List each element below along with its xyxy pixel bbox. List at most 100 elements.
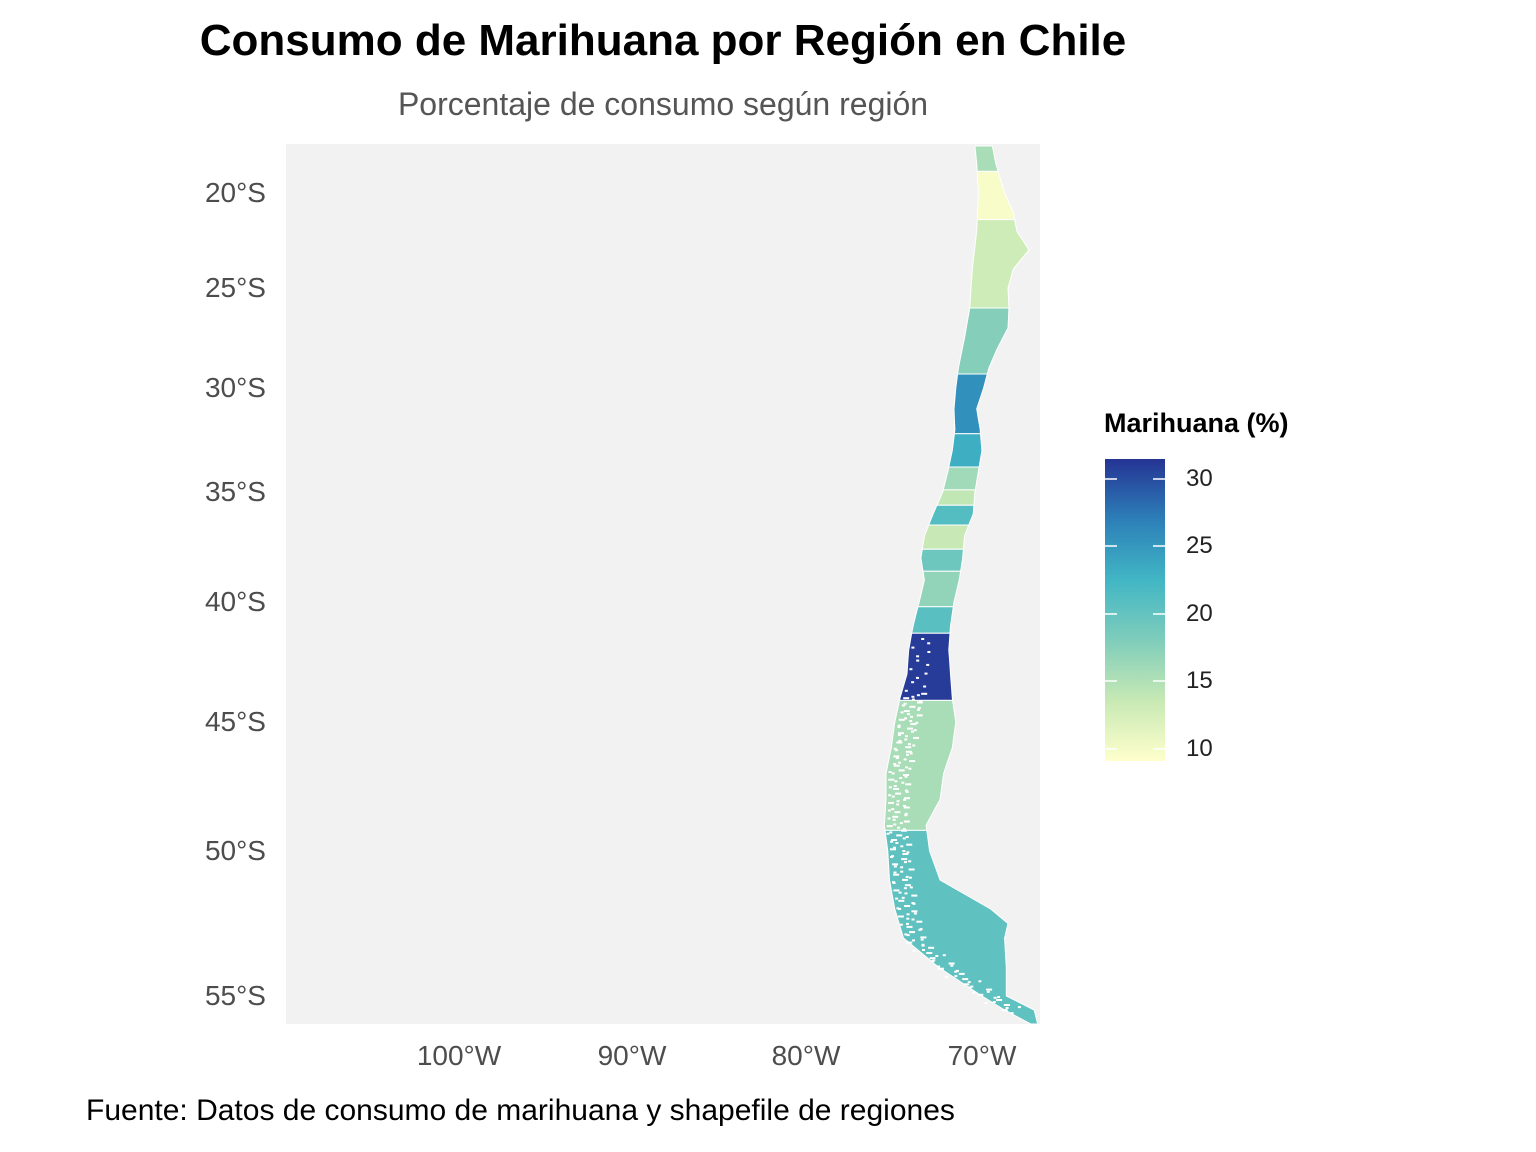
fjord-mark [908,876,912,879]
region-9 [927,504,975,526]
lon-tick-label: 90°W [597,1040,667,1071]
fjord-mark [913,729,917,732]
fjord-mark [904,789,908,792]
fjord-mark [904,797,910,800]
fjord-mark [898,761,902,764]
fjord-mark [1001,1009,1008,1012]
legend-tick-label: 20 [1186,600,1213,627]
fjord-mark [895,757,899,760]
fjord-mark [916,659,920,662]
region-10 [921,524,970,550]
fjord-mark [978,980,982,983]
fjord-mark [903,758,907,761]
lat-tick-label: 40°S [204,586,266,617]
fjord-mark [898,769,905,772]
chart-subtitle: Porcentaje de consumo según región [397,86,929,122]
fjord-mark [896,803,900,806]
region-13 [911,606,954,634]
fjord-mark [905,836,909,838]
fjord-mark [893,823,897,826]
fjord-mark [926,663,930,666]
fjord-mark [913,736,920,739]
fjord-mark [920,936,927,939]
fjord-mark [909,931,915,934]
fjord-mark [916,655,920,658]
fjord-mark [907,713,910,716]
fjord-mark [901,704,905,707]
fjord-mark [921,692,928,695]
fjord-mark [948,962,955,965]
lat-tick-label: 20°S [204,177,266,208]
fjord-mark [886,825,893,828]
fjord-mark [888,794,892,797]
lat-tick-label: 50°S [204,835,266,866]
fjord-mark [912,949,916,952]
fjord-mark [904,905,911,907]
fjord-mark [900,866,904,869]
fjord-mark [900,870,904,873]
fjord-mark [901,829,907,832]
fjord-mark [908,860,912,863]
lon-tick-label: 70°W [947,1040,1017,1071]
fjord-mark [970,985,974,988]
fjord-mark [937,965,941,968]
fjord-mark [904,738,908,741]
fjord-mark [887,809,891,812]
fjord-mark [902,837,906,840]
legend-tick-label: 10 [1186,735,1213,762]
fjord-mark [904,735,908,738]
fjord-mark [905,766,909,769]
fjord-mark [895,792,902,795]
fjord-mark [903,774,909,776]
fjord-mark [958,972,965,975]
regions-layer [883,145,1039,1025]
fjord-mark [903,820,910,823]
fjord-mark [893,873,900,876]
fjord-mark [921,638,925,640]
fjord-mark [927,651,931,653]
fjord-mark [897,733,901,736]
fjord-mark [900,845,904,848]
fjord-mark [1010,1012,1014,1015]
fjord-mark [903,702,907,705]
fjord-mark [902,828,906,831]
fjord-mark [893,763,897,766]
region-12 [917,570,962,608]
fjord-mark [903,804,906,807]
fjord-mark [899,777,903,779]
fjord-mark [919,700,923,703]
fjord-mark [902,878,908,881]
fjord-mark [909,752,913,755]
fjord-mark [893,889,900,892]
fjord-mark [932,959,936,962]
fjord-mark [924,672,928,675]
fjord-mark [911,918,915,921]
fjord-mark [901,858,908,861]
lat-tick-label: 25°S [204,272,266,303]
fjord-mark [997,996,1001,998]
fjord-mark [893,865,897,868]
fjord-mark [923,685,927,688]
fjord-mark [898,718,905,721]
fjord-mark [927,642,931,645]
fjord-mark [905,750,912,753]
fjord-mark [897,726,901,729]
fjord-mark [913,912,917,915]
lat-tick-label: 35°S [204,476,266,507]
fjord-mark [963,983,970,986]
fjord-mark [893,785,897,787]
fjord-mark [904,884,911,887]
fjord-mark [906,941,913,944]
fjord-mark [904,892,908,895]
legend-title: Marihuana (%) [1104,408,1289,438]
fjord-mark [892,815,899,818]
fjord-mark [905,746,912,749]
lat-tick-label: 30°S [204,372,266,403]
fjord-mark [896,800,900,803]
fjord-mark [937,967,944,970]
lon-tick-label: 80°W [771,1040,841,1071]
fjord-mark [891,772,895,775]
region-7 [942,466,980,491]
fjord-mark [968,986,972,989]
